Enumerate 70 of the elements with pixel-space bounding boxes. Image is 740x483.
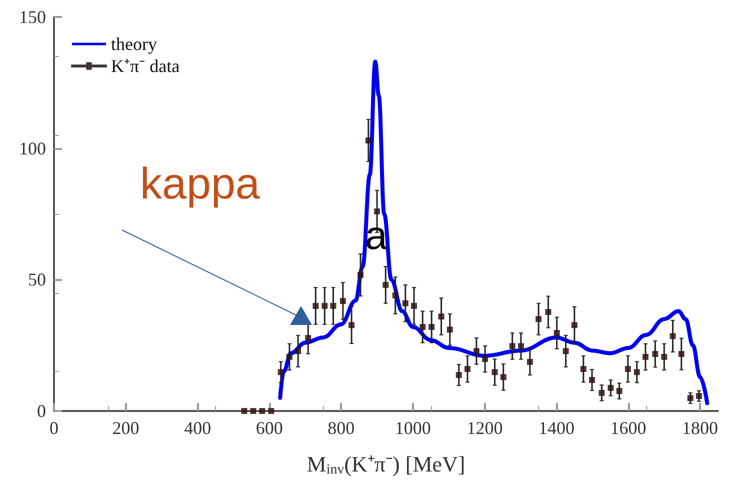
legend-label: K⁺π⁻ data [111,56,180,76]
point [526,358,533,365]
point [473,348,480,354]
point [305,334,312,341]
point [608,384,614,391]
point [358,272,364,278]
point [554,330,560,336]
point [545,308,552,315]
y-tick-label: 100 [19,138,46,158]
point [678,351,684,357]
point [295,348,302,354]
point [624,366,631,372]
point [642,354,648,360]
point [241,408,248,414]
point [382,282,389,288]
x-tick-label: 400 [184,418,212,438]
point [268,408,274,414]
x-tick-label: 1800 [682,418,718,438]
point [410,302,417,309]
point [250,408,256,414]
x-tick-label: 800 [328,418,355,438]
point [687,395,694,402]
point [402,300,408,306]
point [562,348,569,354]
point [446,326,453,333]
point [634,369,640,376]
point [365,137,372,144]
line-series [278,60,710,406]
point [259,408,266,414]
point [482,356,488,362]
point [652,351,658,357]
x-tick-label: 1000 [394,418,431,438]
legend-label: theory [111,34,157,54]
annotation: kappa [140,160,260,208]
point [374,208,380,214]
y-tick-label: 0 [37,401,46,421]
point [420,324,426,330]
point [428,324,435,330]
point [340,298,346,304]
point [580,366,586,372]
point [456,372,462,378]
y-tick-label: 150 [19,7,46,27]
x-tick-label: 600 [256,418,283,438]
point [518,343,524,350]
point [312,302,319,309]
point [661,354,668,360]
x-tick-label: 1400 [538,418,574,438]
x-tick-label: 1200 [466,418,503,438]
point [392,292,398,298]
x-tick-label: 0 [50,418,58,438]
point [464,366,470,372]
point [536,316,542,322]
point [509,343,516,350]
point [438,313,444,320]
x-tick-label: 1600 [610,418,646,438]
point [500,374,506,380]
point [286,354,292,360]
point [616,388,622,394]
x-tick-label: 200 [112,418,140,438]
point [492,369,498,376]
point [696,393,702,400]
point [571,322,578,328]
point [589,377,596,384]
y-tick-label: 50 [28,270,46,290]
point [348,322,355,328]
point [278,369,284,376]
point [670,333,676,340]
point [322,302,328,309]
point [598,390,605,396]
point [330,302,336,309]
